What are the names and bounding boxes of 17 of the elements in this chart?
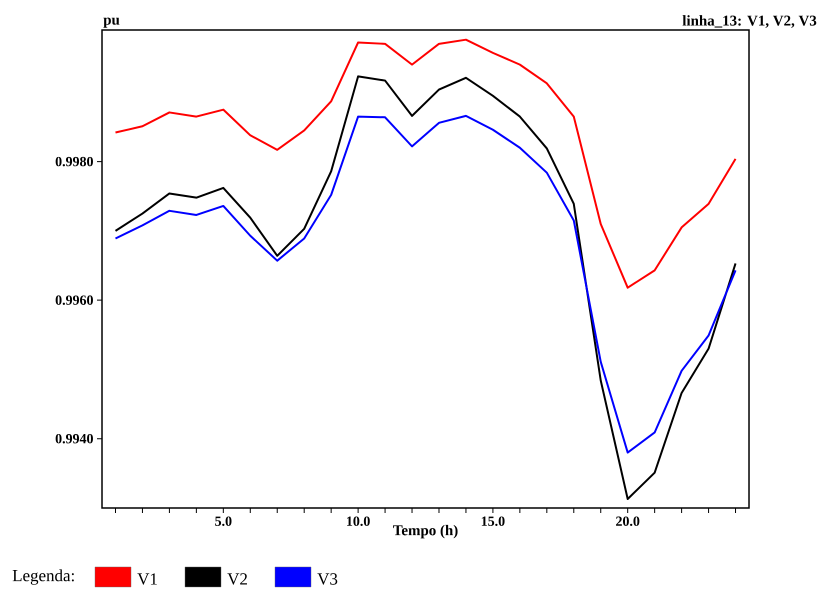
y-tick-label: 0.9980 [56,156,93,166]
x-tick-label: 20.0 [616,516,640,526]
line-series [114,38,737,289]
x-tick-label: 15.0 [482,516,505,526]
legend-label: V3 [317,573,338,585]
line-series [114,75,737,500]
chart-title: linha_13: V1, V2, V3 [682,15,816,28]
y-tick-label: 0.9940 [56,434,93,444]
legend-label: V1 [137,573,157,585]
legend-label: V2 [227,573,247,585]
x-tick-label: 10.0 [347,516,370,526]
x-tick-label: 5.0 [215,516,232,526]
x-axis-title: Tempo (h) [393,524,458,538]
legend-title: Legenda: [12,569,74,585]
y-tick-label: 0.9960 [56,295,93,305]
line-series [114,114,737,454]
y-axis-title: pu [103,18,120,28]
